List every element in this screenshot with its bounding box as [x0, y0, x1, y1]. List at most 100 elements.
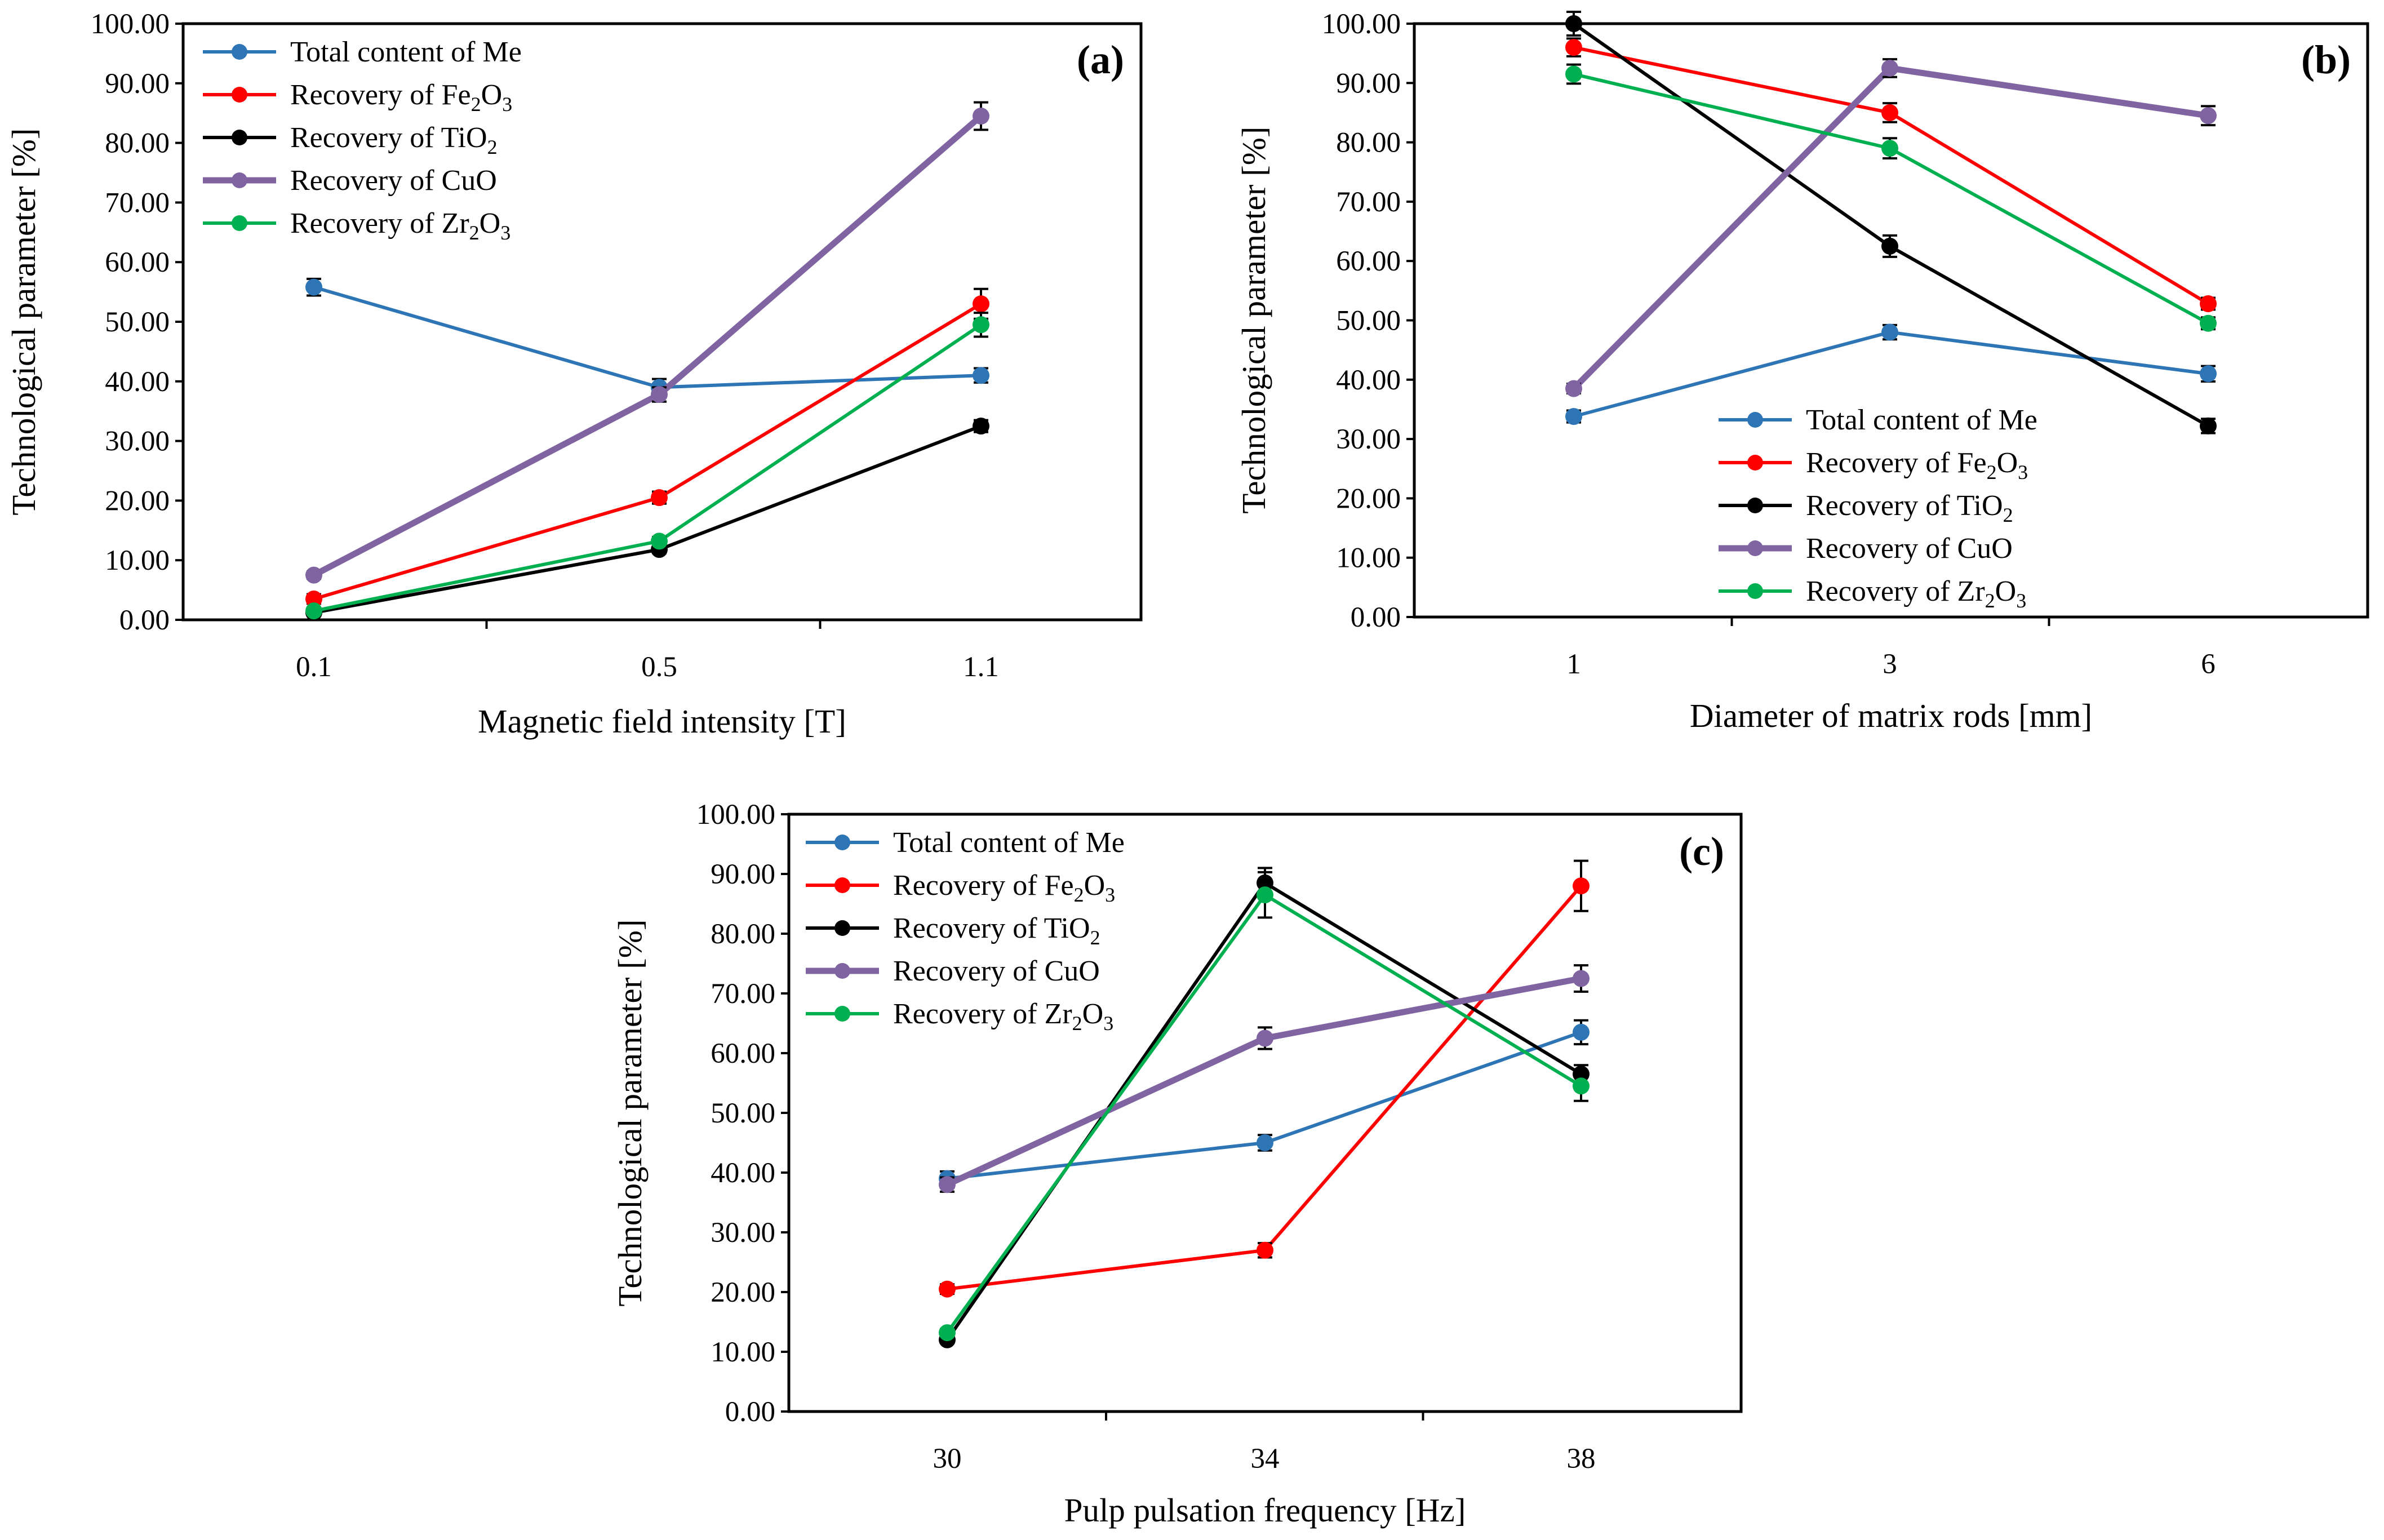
plot-frame	[181, 22, 1143, 622]
y-tick-label: 100.00	[696, 799, 775, 831]
data-point	[1573, 1077, 1590, 1095]
legend: Total content of Me Recovery of Fe2O3 Reco…	[203, 36, 522, 244]
series-recovery-of-fe2o3	[1565, 37, 2217, 313]
y-tick-label: 30.00	[105, 426, 170, 458]
y-tick-label: 90.00	[1336, 68, 1401, 99]
data-point	[651, 532, 668, 550]
y-tick-label: 10.00	[105, 545, 170, 576]
panel-c: 0.00 10.00 20.00 30.00 40.00 50.00 60.00 70.00 8…	[611, 799, 1743, 1529]
series-recovery-of-zr2o3	[939, 871, 1590, 1342]
legend-swatch-marker	[1747, 498, 1763, 513]
data-point	[1573, 1023, 1590, 1041]
y-tick-label: 50.00	[711, 1098, 775, 1129]
data-point	[939, 1324, 956, 1342]
x-axis-title: Pulp pulsation frequency [Hz]	[1064, 1492, 1466, 1529]
series-recovery-of-cuo	[305, 101, 989, 584]
legend-item: Recovery of TiO2	[1719, 490, 2013, 526]
legend-item: Recovery of CuO	[806, 955, 1100, 987]
panel-tag: (c)	[1679, 829, 1724, 874]
y-axis-title: Technological parameter [%]	[1235, 126, 1272, 513]
legend-item: Total content of Me	[203, 36, 522, 68]
data-point	[2200, 107, 2217, 125]
legend-item: Recovery of TiO2	[203, 122, 498, 158]
panel-tag: (a)	[1077, 37, 1124, 82]
y-tick-label: 70.00	[711, 978, 775, 1010]
data-point	[1881, 237, 1898, 255]
legend-label: Recovery of Fe2O3	[290, 79, 512, 116]
y-tick-label: 0.00	[1351, 602, 1401, 633]
series-total-content-of-me	[1565, 323, 2217, 425]
y-tick-label: 50.00	[1336, 305, 1401, 337]
series-line	[1573, 22, 2209, 428]
data-point	[939, 1280, 956, 1298]
y-axis-title: Technological parameter [%]	[611, 919, 649, 1306]
legend-label: Recovery of Fe2O3	[1806, 447, 2028, 483]
y-tick-label: 70.00	[105, 187, 170, 219]
legend-swatch-marker	[834, 963, 850, 979]
legend-swatch-marker	[232, 130, 247, 145]
legend-label: Recovery of CuO	[290, 165, 497, 197]
y-tick-label: 50.00	[105, 307, 170, 338]
y-tick-label: 60.00	[1336, 246, 1401, 277]
legend-swatch-marker	[834, 877, 850, 893]
data-point	[973, 316, 989, 334]
legend-item: Total content of Me	[1719, 404, 2037, 436]
legend-item: Recovery of Zr2O3	[1719, 575, 2026, 612]
legend-label: Recovery of TiO2	[1806, 490, 2013, 526]
panel-tag: (b)	[2301, 37, 2351, 82]
y-tick-label: 40.00	[711, 1157, 775, 1189]
x-tick-label: 3	[1883, 649, 1897, 680]
data-point	[305, 602, 322, 620]
data-point	[1257, 1134, 1273, 1151]
data-point	[1881, 140, 1898, 157]
y-axis-title: Technological parameter [%]	[5, 128, 42, 515]
legend-swatch-marker	[232, 215, 247, 231]
legend-label: Recovery of Zr2O3	[290, 207, 510, 244]
legend-item: Recovery of Zr2O3	[203, 207, 510, 244]
legend: Total content of Me Recovery of Fe2O3 Reco…	[806, 827, 1125, 1035]
legend: Total content of Me Recovery of Fe2O3 Reco…	[1719, 404, 2037, 612]
data-point	[973, 295, 989, 313]
data-point	[1573, 970, 1590, 987]
legend-label: Recovery of CuO	[893, 955, 1100, 987]
series-line	[945, 881, 1582, 1341]
series-recovery-of-zr2o3	[1565, 63, 2217, 332]
x-tick-label: 30	[933, 1443, 962, 1475]
legend-swatch-marker	[1747, 412, 1763, 428]
data-point	[2200, 314, 2217, 332]
series-line	[313, 285, 982, 389]
data-point	[1881, 104, 1898, 121]
y-tick-label: 100.00	[91, 8, 170, 40]
legend-swatch-marker	[1747, 455, 1763, 471]
x-tick-label: 38	[1567, 1443, 1596, 1475]
x-tick-label: 0.1	[296, 651, 332, 683]
series-recovery-of-cuo	[1565, 58, 2217, 397]
data-point	[1881, 59, 1898, 77]
legend-item: Recovery of Fe2O3	[806, 869, 1115, 906]
legend-swatch-marker	[232, 87, 247, 103]
x-tick-label: 1.1	[963, 651, 999, 683]
data-point	[1565, 39, 1582, 56]
data-point	[973, 367, 989, 384]
y-tick-label: 90.00	[105, 68, 170, 100]
legend-swatch-marker	[1747, 540, 1763, 556]
y-tick-label: 80.00	[1336, 127, 1401, 159]
legend-label: Total content of Me	[893, 827, 1125, 859]
y-tick-label: 20.00	[105, 485, 170, 517]
y-tick-label: 0.00	[119, 605, 170, 636]
data-point	[973, 418, 989, 435]
x-tick-label: 0.5	[641, 651, 677, 683]
data-point	[1565, 380, 1582, 397]
y-tick-label: 0.00	[725, 1396, 775, 1428]
y-tick-label: 90.00	[711, 859, 775, 890]
x-axis-title: Diameter of matrix rods [mm]	[1690, 697, 2092, 734]
legend-label: Total content of Me	[1806, 404, 2037, 436]
data-point	[1573, 877, 1590, 895]
legend-label: Recovery of Zr2O3	[893, 998, 1113, 1035]
y-tick-label: 40.00	[1336, 365, 1401, 396]
legend-swatch-marker	[834, 1006, 850, 1022]
y-tick-label: 80.00	[105, 128, 170, 159]
data-point	[939, 1176, 956, 1193]
legend-item: Recovery of Fe2O3	[1719, 447, 2028, 483]
data-point	[1565, 15, 1582, 32]
